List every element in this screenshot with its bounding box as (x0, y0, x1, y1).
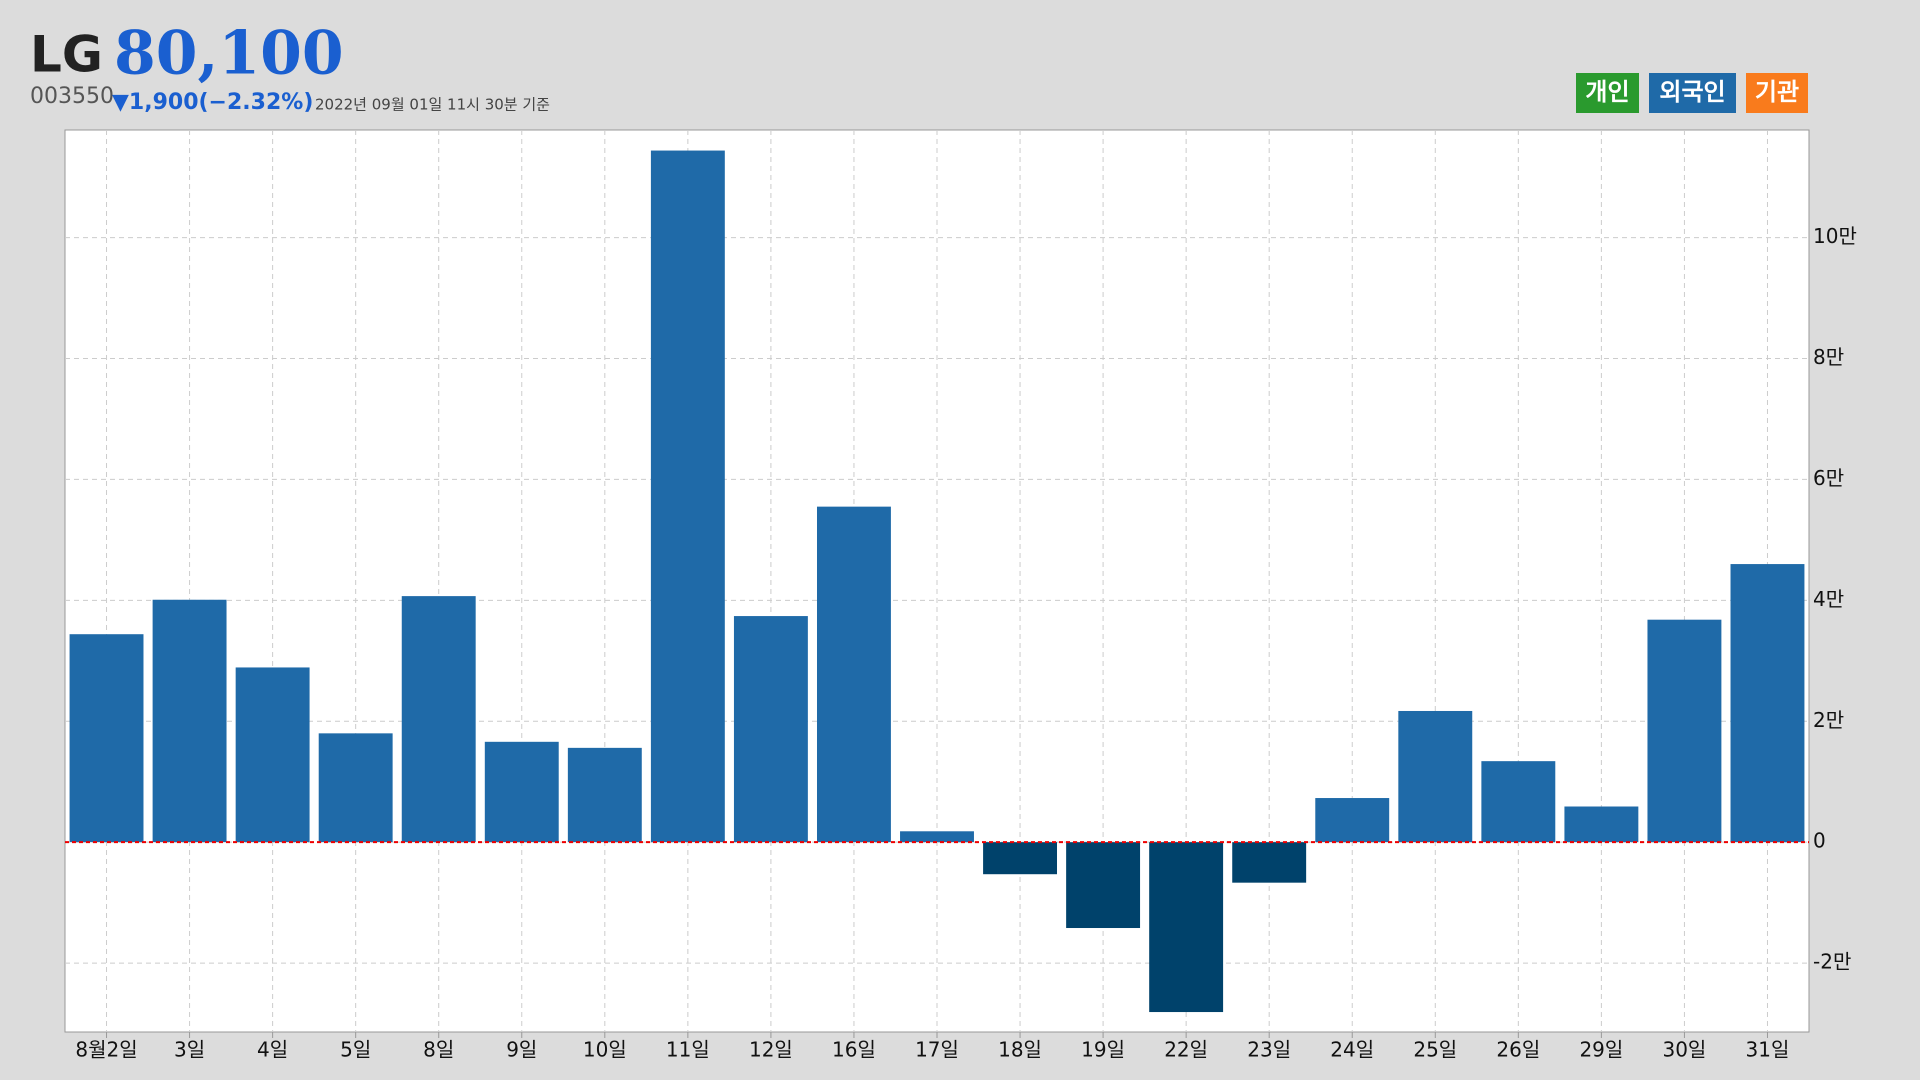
bar (983, 842, 1058, 875)
y-tick-label: 6만 (1813, 466, 1844, 490)
x-tick-label: 22일 (1164, 1038, 1208, 1062)
bar (235, 667, 310, 843)
x-tick-label: 17일 (915, 1038, 959, 1062)
bar (484, 741, 559, 843)
x-tick-label: 29일 (1579, 1038, 1623, 1062)
y-tick-label: -2만 (1813, 950, 1851, 974)
bar (1232, 842, 1307, 883)
x-tick-label: 25일 (1413, 1038, 1457, 1062)
bar (900, 831, 974, 843)
x-tick-label: 9일 (506, 1038, 537, 1062)
x-tick-label: 16일 (832, 1038, 876, 1062)
x-tick-label: 12일 (749, 1038, 793, 1062)
bar (1149, 842, 1224, 1013)
bar (1315, 798, 1390, 843)
bar (1066, 842, 1141, 929)
bar (318, 733, 393, 843)
bar (1647, 619, 1722, 843)
x-tick-label: 11일 (666, 1038, 710, 1062)
bar (816, 506, 891, 843)
x-tick-label: 31일 (1746, 1038, 1790, 1062)
x-tick-label: 10일 (583, 1038, 627, 1062)
bar (1730, 564, 1805, 843)
y-tick-label: 2만 (1813, 708, 1844, 732)
x-tick-label: 24일 (1330, 1038, 1374, 1062)
timestamp: 2022년 09월 01일 11시 30분 기준 (315, 96, 550, 114)
filter-button[interactable] (1576, 73, 1639, 113)
legend-buttons: 개인 외국인 기관 (1576, 73, 1808, 113)
x-tick-label: 30일 (1662, 1038, 1706, 1062)
y-tick-label: 4만 (1813, 587, 1844, 611)
x-tick-label: 18일 (998, 1038, 1042, 1062)
y-tick-label: 8만 (1813, 345, 1844, 369)
filter-button-label[interactable]: 개인 (1585, 78, 1629, 106)
y-tick-label: 10만 (1813, 224, 1857, 248)
x-tick-label: 26일 (1496, 1038, 1540, 1062)
x-tick-label: 4일 (257, 1038, 288, 1062)
stock-name: LG (30, 26, 103, 84)
x-tick-label: 23일 (1247, 1038, 1291, 1062)
x-tick-label: 3일 (174, 1038, 205, 1062)
x-tick-label: 19일 (1081, 1038, 1125, 1062)
y-tick-label: 0 (1813, 829, 1826, 853)
filter-button-label[interactable]: 기관 (1755, 78, 1799, 106)
stock-code: 003550 (30, 84, 114, 109)
bar (152, 599, 227, 843)
bar (1398, 710, 1473, 843)
x-tick-label: 8일 (423, 1038, 454, 1062)
bar (733, 616, 808, 843)
bar (1564, 806, 1639, 843)
bar (69, 634, 144, 843)
bar (567, 747, 642, 843)
price-change: ▼1,900(−2.32%) (112, 90, 313, 115)
bars (65, 150, 1809, 1013)
bar (1481, 761, 1556, 843)
filter-button[interactable] (1649, 73, 1736, 113)
bar (401, 596, 476, 843)
x-tick-label: 5일 (340, 1038, 371, 1062)
bar (650, 150, 725, 843)
x-tick-label: 8월2일 (75, 1038, 137, 1062)
stock-price: 80,100 (114, 19, 344, 89)
filter-button-label[interactable]: 외국인 (1659, 78, 1725, 106)
filter-button[interactable] (1746, 73, 1808, 113)
